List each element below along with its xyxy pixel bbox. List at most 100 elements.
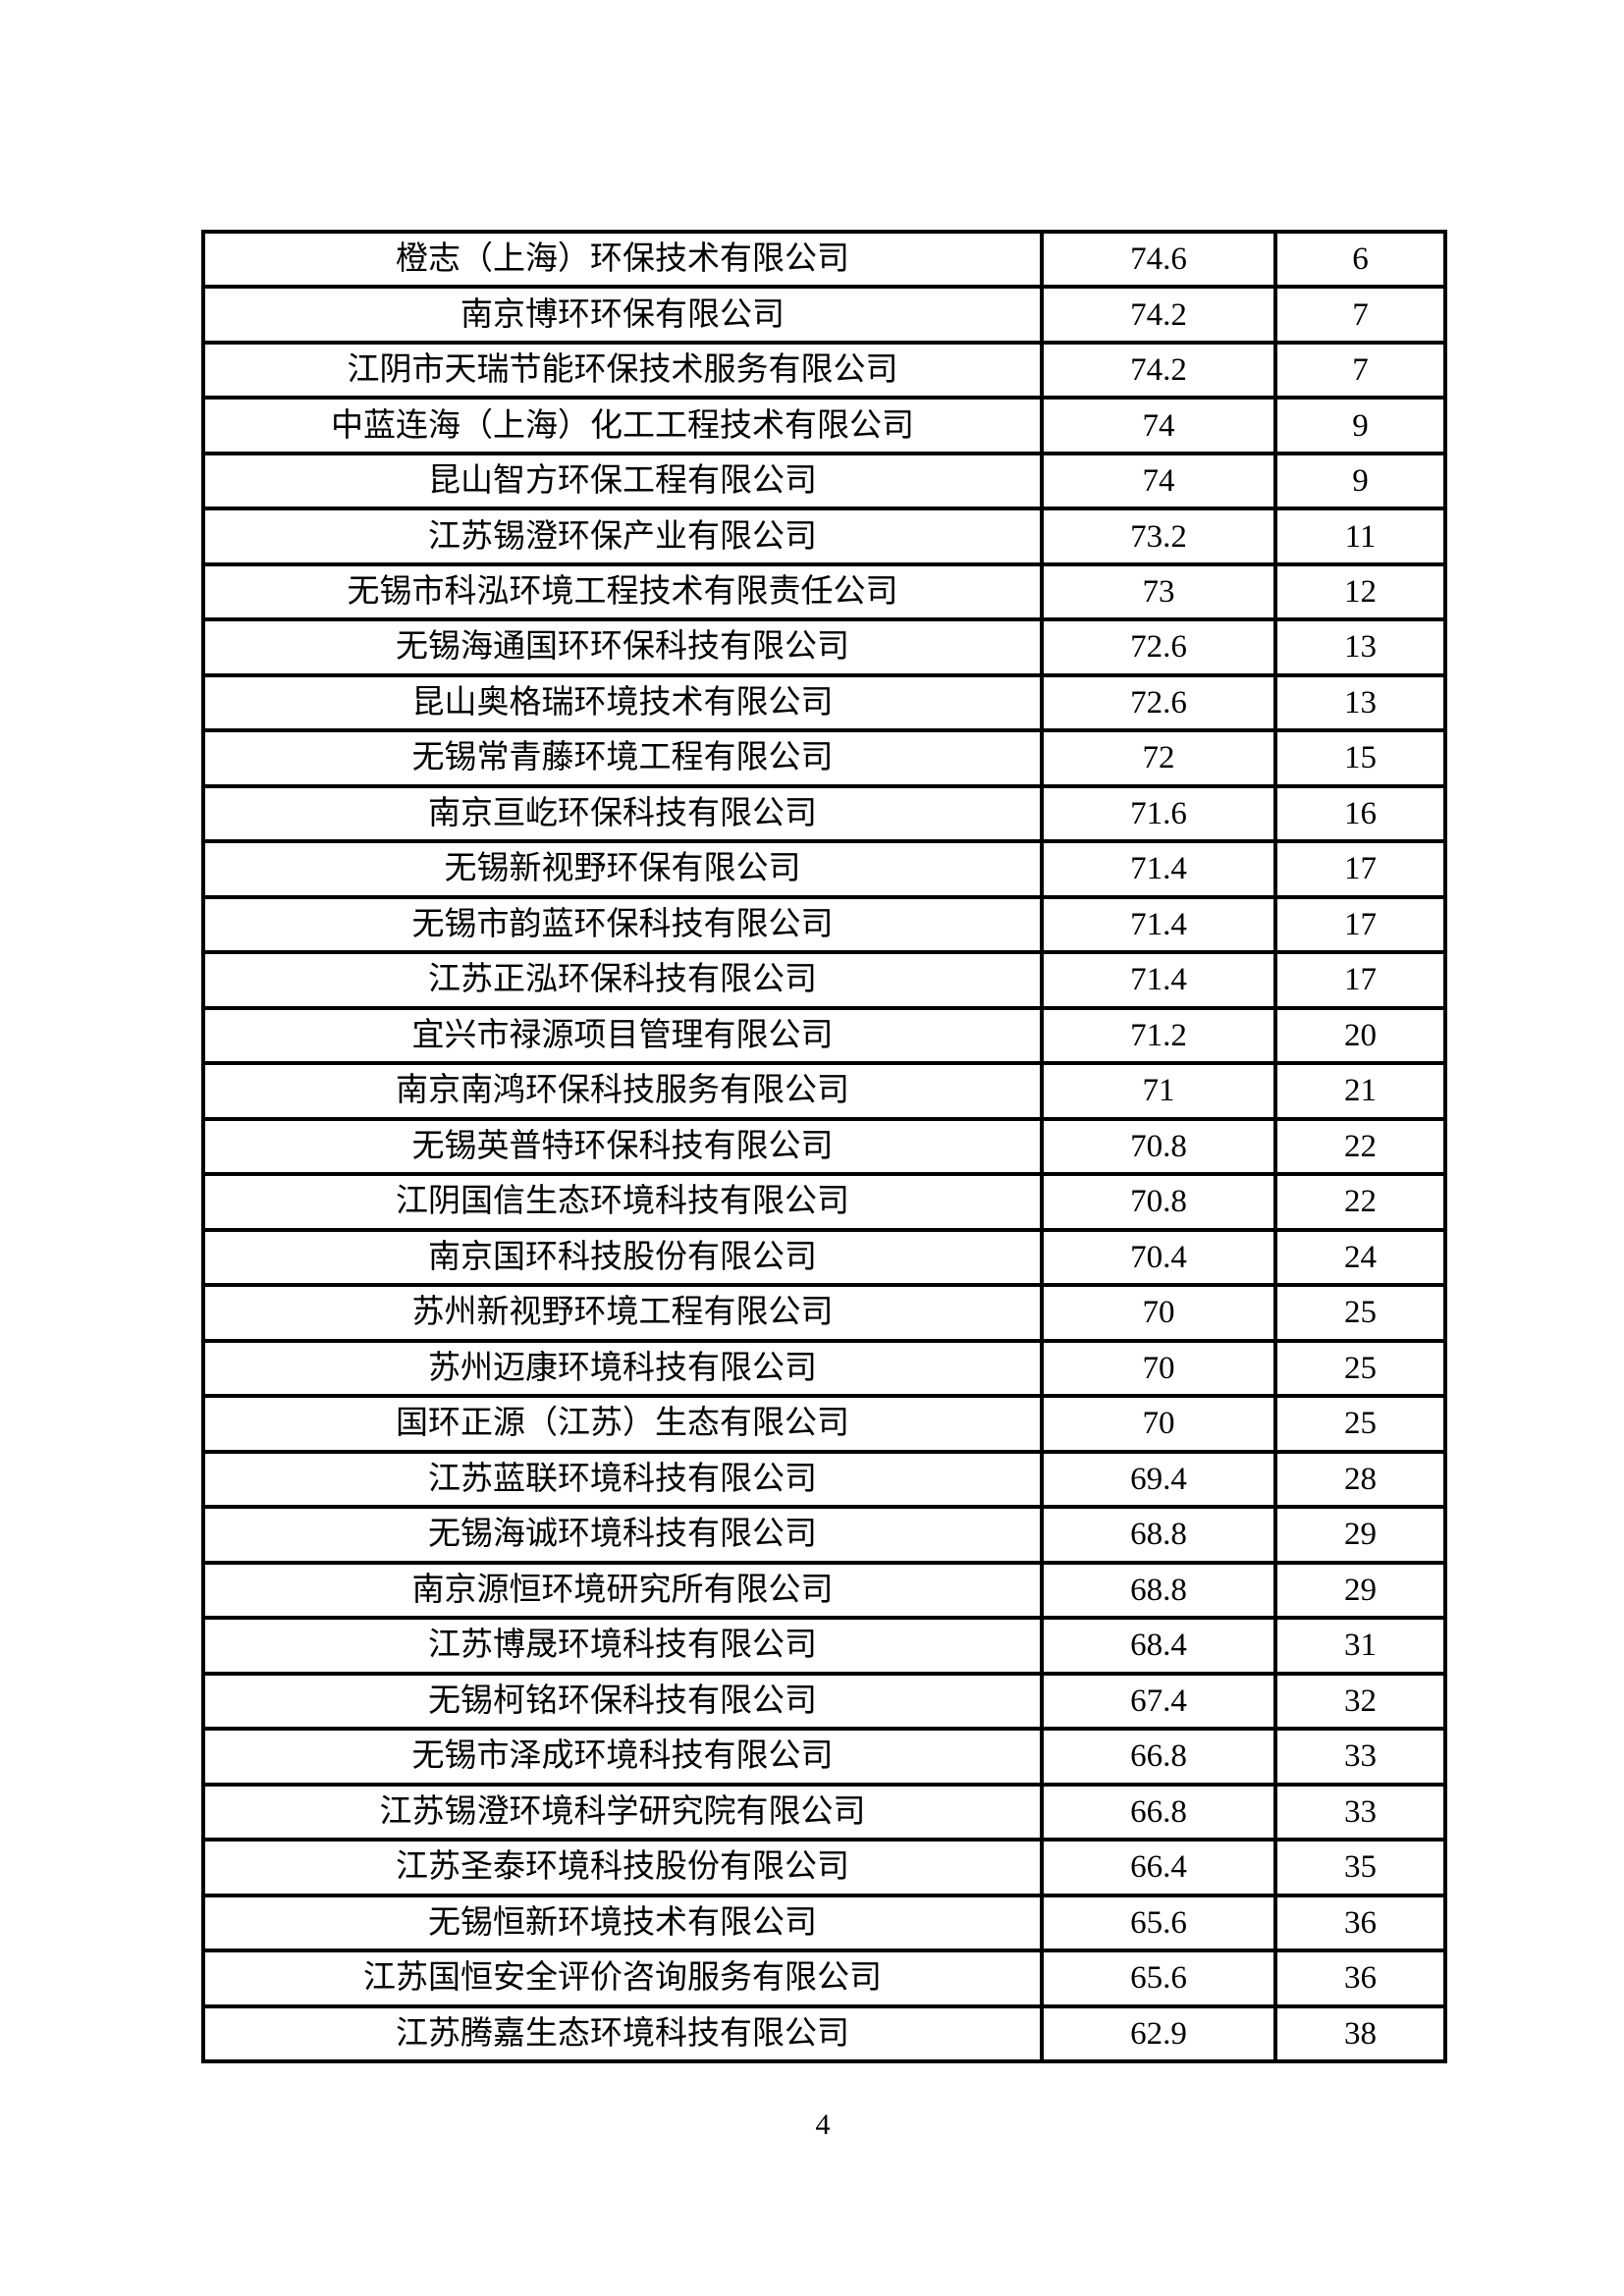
- score-cell: 68.4: [1040, 1616, 1277, 1676]
- company-cell: 江苏正泓环保科技有限公司: [201, 950, 1044, 1010]
- table-row: 江苏圣泰环境科技股份有限公司 66.4 35: [201, 1838, 1447, 1897]
- score-cell: 71.6: [1040, 783, 1277, 844]
- score-cell: 74.2: [1040, 285, 1277, 345]
- rank-cell: 17: [1273, 894, 1447, 955]
- rank-cell: 24: [1273, 1227, 1447, 1288]
- rank-cell: 31: [1273, 1616, 1447, 1676]
- company-cell: 苏州新视野环境工程有限公司: [201, 1283, 1044, 1343]
- company-cell: 江苏蓝联环境科技有限公司: [201, 1449, 1044, 1510]
- table-row: 南京南鸿环保科技服务有限公司 71 21: [201, 1061, 1447, 1121]
- table-row: 苏州新视野环境工程有限公司 70 25: [201, 1283, 1447, 1343]
- rank-cell: 36: [1273, 1948, 1447, 2008]
- table-row: 无锡海通国环环保科技有限公司 72.6 13: [201, 617, 1447, 677]
- table-row: 江苏锡澄环保产业有限公司 73.2 11: [201, 507, 1447, 566]
- table-row: 无锡海诚环境科技有限公司 68.8 29: [201, 1505, 1447, 1565]
- table-row: 无锡柯铭环保科技有限公司 67.4 32: [201, 1671, 1447, 1732]
- rank-cell: 25: [1273, 1283, 1447, 1343]
- table-row: 江苏博晟环境科技有限公司 68.4 31: [201, 1616, 1447, 1676]
- table-row: 江苏蓝联环境科技有限公司 69.4 28: [201, 1449, 1447, 1510]
- company-cell: 昆山智方环保工程有限公司: [201, 451, 1044, 511]
- company-cell: 无锡市韵蓝环保科技有限公司: [201, 894, 1044, 955]
- company-cell: 中蓝连海（上海）化工工程技术有限公司: [201, 396, 1044, 455]
- company-cell: 南京亘屹环保科技有限公司: [201, 783, 1044, 844]
- company-cell: 苏州迈康环境科技有限公司: [201, 1338, 1044, 1399]
- table-row: 江苏国恒安全评价咨询服务有限公司 65.6 36: [201, 1948, 1447, 2008]
- rank-cell: 38: [1273, 2003, 1447, 2063]
- rank-cell: 9: [1273, 451, 1447, 511]
- company-cell: 无锡新视野环保有限公司: [201, 839, 1044, 899]
- score-cell: 70: [1040, 1338, 1277, 1399]
- score-cell: 74.2: [1040, 340, 1277, 400]
- company-cell: 无锡柯铭环保科技有限公司: [201, 1671, 1044, 1732]
- table-row: 南京博环环保有限公司 74.2 7: [201, 285, 1447, 345]
- rank-cell: 16: [1273, 783, 1447, 844]
- table-row: 无锡恒新环境技术有限公司 65.6 36: [201, 1893, 1447, 1953]
- score-cell: 68.8: [1040, 1505, 1277, 1565]
- rank-cell: 9: [1273, 396, 1447, 455]
- rank-cell: 11: [1273, 507, 1447, 566]
- score-cell: 74: [1040, 396, 1277, 455]
- company-cell: 无锡市科泓环境工程技术有限责任公司: [201, 561, 1044, 622]
- rank-cell: 7: [1273, 340, 1447, 400]
- table-row: 宜兴市禄源项目管理有限公司 71.2 20: [201, 1005, 1447, 1066]
- table-row: 江阴市天瑞节能环保技术服务有限公司 74.2 7: [201, 340, 1447, 400]
- company-cell: 江苏锡澄环保产业有限公司: [201, 507, 1044, 566]
- score-cell: 70: [1040, 1394, 1277, 1454]
- score-cell: 65.6: [1040, 1948, 1277, 2008]
- score-cell: 73: [1040, 561, 1277, 622]
- score-cell: 73.2: [1040, 507, 1277, 566]
- company-cell: 南京国环科技股份有限公司: [201, 1227, 1044, 1288]
- rank-cell: 33: [1273, 1782, 1447, 1842]
- rank-cell: 13: [1273, 617, 1447, 677]
- company-cell: 无锡恒新环境技术有限公司: [201, 1893, 1044, 1953]
- table-row: 苏州迈康环境科技有限公司 70 25: [201, 1338, 1447, 1399]
- rank-cell: 13: [1273, 672, 1447, 733]
- company-cell: 国环正源（江苏）生态有限公司: [201, 1394, 1044, 1454]
- score-cell: 71.4: [1040, 894, 1277, 955]
- rank-cell: 36: [1273, 1893, 1447, 1953]
- table-row: 昆山智方环保工程有限公司 74 9: [201, 451, 1447, 511]
- score-cell: 71: [1040, 1061, 1277, 1121]
- table-row: 中蓝连海（上海）化工工程技术有限公司 74 9: [201, 396, 1447, 455]
- table-row: 无锡市泽成环境科技有限公司 66.8 33: [201, 1727, 1447, 1787]
- table-row: 橙志（上海）环保技术有限公司 74.6 6: [201, 229, 1447, 290]
- score-cell: 71.4: [1040, 950, 1277, 1010]
- table-row: 江苏腾嘉生态环境科技有限公司 62.9 38: [201, 2003, 1447, 2063]
- score-cell: 67.4: [1040, 1671, 1277, 1732]
- score-cell: 70: [1040, 1283, 1277, 1343]
- table-row: 昆山奥格瑞环境技术有限公司 72.6 13: [201, 672, 1447, 733]
- rank-cell: 25: [1273, 1338, 1447, 1399]
- company-cell: 无锡海诚环境科技有限公司: [201, 1505, 1044, 1565]
- rank-cell: 22: [1273, 1116, 1447, 1177]
- score-cell: 72.6: [1040, 672, 1277, 733]
- table-row: 无锡英普特环保科技有限公司 70.8 22: [201, 1116, 1447, 1177]
- company-cell: 无锡英普特环保科技有限公司: [201, 1116, 1044, 1177]
- company-ranking-table: 橙志（上海）环保技术有限公司 74.6 6 南京博环环保有限公司 74.2 7 江阴市天瑞节…: [201, 229, 1447, 2063]
- company-cell: 江苏博晟环境科技有限公司: [201, 1616, 1044, 1676]
- company-cell: 无锡常青藤环境工程有限公司: [201, 728, 1044, 788]
- rank-cell: 21: [1273, 1061, 1447, 1121]
- rank-cell: 20: [1273, 1005, 1447, 1066]
- table-row: 南京源恒环境研究所有限公司 68.8 29: [201, 1560, 1447, 1621]
- rank-cell: 6: [1273, 229, 1447, 290]
- rank-cell: 29: [1273, 1560, 1447, 1621]
- company-cell: 南京源恒环境研究所有限公司: [201, 1560, 1044, 1621]
- rank-cell: 32: [1273, 1671, 1447, 1732]
- company-cell: 江阴市天瑞节能环保技术服务有限公司: [201, 340, 1044, 400]
- score-cell: 71.2: [1040, 1005, 1277, 1066]
- company-cell: 无锡市泽成环境科技有限公司: [201, 1727, 1044, 1787]
- table-row: 江苏锡澄环境科学研究院有限公司 66.8 33: [201, 1782, 1447, 1842]
- company-cell: 无锡海通国环环保科技有限公司: [201, 617, 1044, 677]
- table-row: 国环正源（江苏）生态有限公司 70 25: [201, 1394, 1447, 1454]
- table-row: 无锡新视野环保有限公司 71.4 17: [201, 839, 1447, 899]
- ranking-table-body: 橙志（上海）环保技术有限公司 74.6 6 南京博环环保有限公司 74.2 7 江阴市天瑞节…: [201, 229, 1447, 2063]
- table-row: 无锡市韵蓝环保科技有限公司 71.4 17: [201, 894, 1447, 955]
- company-cell: 江阴国信生态环境科技有限公司: [201, 1172, 1044, 1232]
- company-cell: 宜兴市禄源项目管理有限公司: [201, 1005, 1044, 1066]
- company-cell: 橙志（上海）环保技术有限公司: [201, 229, 1044, 290]
- company-cell: 江苏圣泰环境科技股份有限公司: [201, 1838, 1044, 1897]
- score-cell: 72: [1040, 728, 1277, 788]
- rank-cell: 35: [1273, 1838, 1447, 1897]
- table-row: 南京亘屹环保科技有限公司 71.6 16: [201, 783, 1447, 844]
- table-row: 江阴国信生态环境科技有限公司 70.8 22: [201, 1172, 1447, 1232]
